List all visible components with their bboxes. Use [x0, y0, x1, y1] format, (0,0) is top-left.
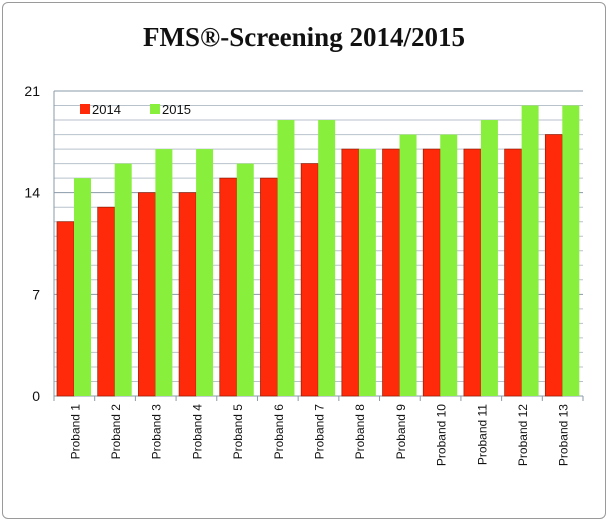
bar-2015 [236, 163, 254, 396]
bar-2015 [440, 134, 458, 397]
legend-label-2014: 2014 [92, 102, 121, 117]
y-tick-label: 7 [32, 286, 40, 302]
x-tick-label: Proband 2 [109, 404, 123, 460]
bar-2015 [358, 149, 376, 396]
x-tick-label: Proband 3 [150, 404, 164, 460]
bar-2015 [74, 178, 91, 396]
bar-2015 [155, 149, 173, 396]
x-tick-label: Proband 6 [272, 404, 286, 460]
bar-2015 [399, 134, 417, 397]
bar-2015 [521, 105, 539, 397]
bar-2015 [562, 105, 580, 397]
legend-swatch-2014 [80, 104, 90, 114]
y-tick-label: 14 [24, 185, 40, 201]
x-tick-label: Proband 7 [313, 404, 327, 460]
bar-2014 [300, 163, 319, 397]
bar-2014 [178, 192, 197, 397]
bar-2014 [138, 192, 156, 397]
bar-2014 [504, 148, 522, 397]
bar-2014 [382, 148, 400, 397]
y-tick-label: 0 [32, 388, 40, 404]
bar-2015 [277, 120, 295, 397]
legend-swatch-2015 [150, 104, 160, 114]
y-tick-label: 21 [24, 83, 40, 99]
bar-2014 [544, 134, 563, 397]
bar-2014 [97, 206, 116, 397]
x-tick-label: Proband 11 [475, 404, 489, 465]
chart-title: FMS®-Screening 2014/2015 [143, 22, 465, 52]
bar-2014 [56, 221, 75, 397]
bar-2015 [114, 163, 132, 396]
legend-label-2015: 2015 [162, 102, 191, 117]
bar-2015 [196, 149, 214, 396]
x-tick-label: Proband 5 [231, 404, 245, 460]
bar-2014 [463, 148, 482, 397]
x-tick-label: Proband 10 [435, 404, 449, 466]
x-tick-label: Proband 13 [557, 404, 571, 466]
x-tick-label: Proband 12 [516, 404, 530, 466]
bar-2014 [422, 148, 441, 397]
x-tick-label: Proband 1 [68, 404, 82, 460]
bar-2015 [318, 120, 336, 397]
x-tick-label: Proband 9 [394, 404, 408, 460]
bar-2015 [480, 120, 498, 397]
x-tick-label: Proband 8 [353, 404, 367, 460]
bar-2014 [219, 177, 238, 397]
bar-2014 [260, 177, 278, 397]
bar-2014 [341, 148, 360, 397]
x-tick-label: Proband 4 [190, 404, 204, 460]
